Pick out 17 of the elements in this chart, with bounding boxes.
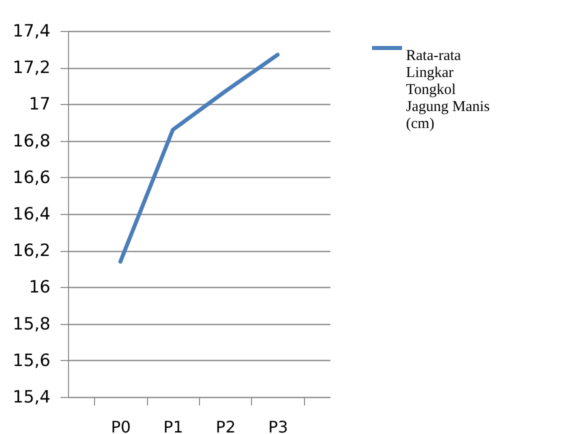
y-tick-label: 15,8: [12, 314, 50, 334]
x-tick-label: P1: [163, 418, 184, 434]
y-tick-label: 16,6: [12, 168, 50, 188]
line-series: [118, 52, 280, 264]
y-tick-label: 16,4: [12, 204, 50, 224]
y-tick-label: 15,6: [12, 350, 50, 371]
y-tick-label: 17,2: [12, 58, 50, 78]
y-tick-label: 17,4: [12, 22, 50, 42]
x-tick-label: P0: [110, 418, 131, 434]
legend-label: Rata-rata Lingkar Tongkol Jagung Manis (cm): [406, 48, 490, 132]
x-tick-label: P2: [216, 418, 236, 434]
y-tick-label: 15,4: [12, 388, 50, 408]
y-tick-label: 16,2: [12, 241, 50, 262]
y-tick-label: 17: [28, 94, 50, 115]
x-tick-label: P3: [268, 418, 288, 434]
y-tick-label: 16,8: [12, 131, 50, 152]
y-tick-label: 16: [28, 278, 50, 298]
